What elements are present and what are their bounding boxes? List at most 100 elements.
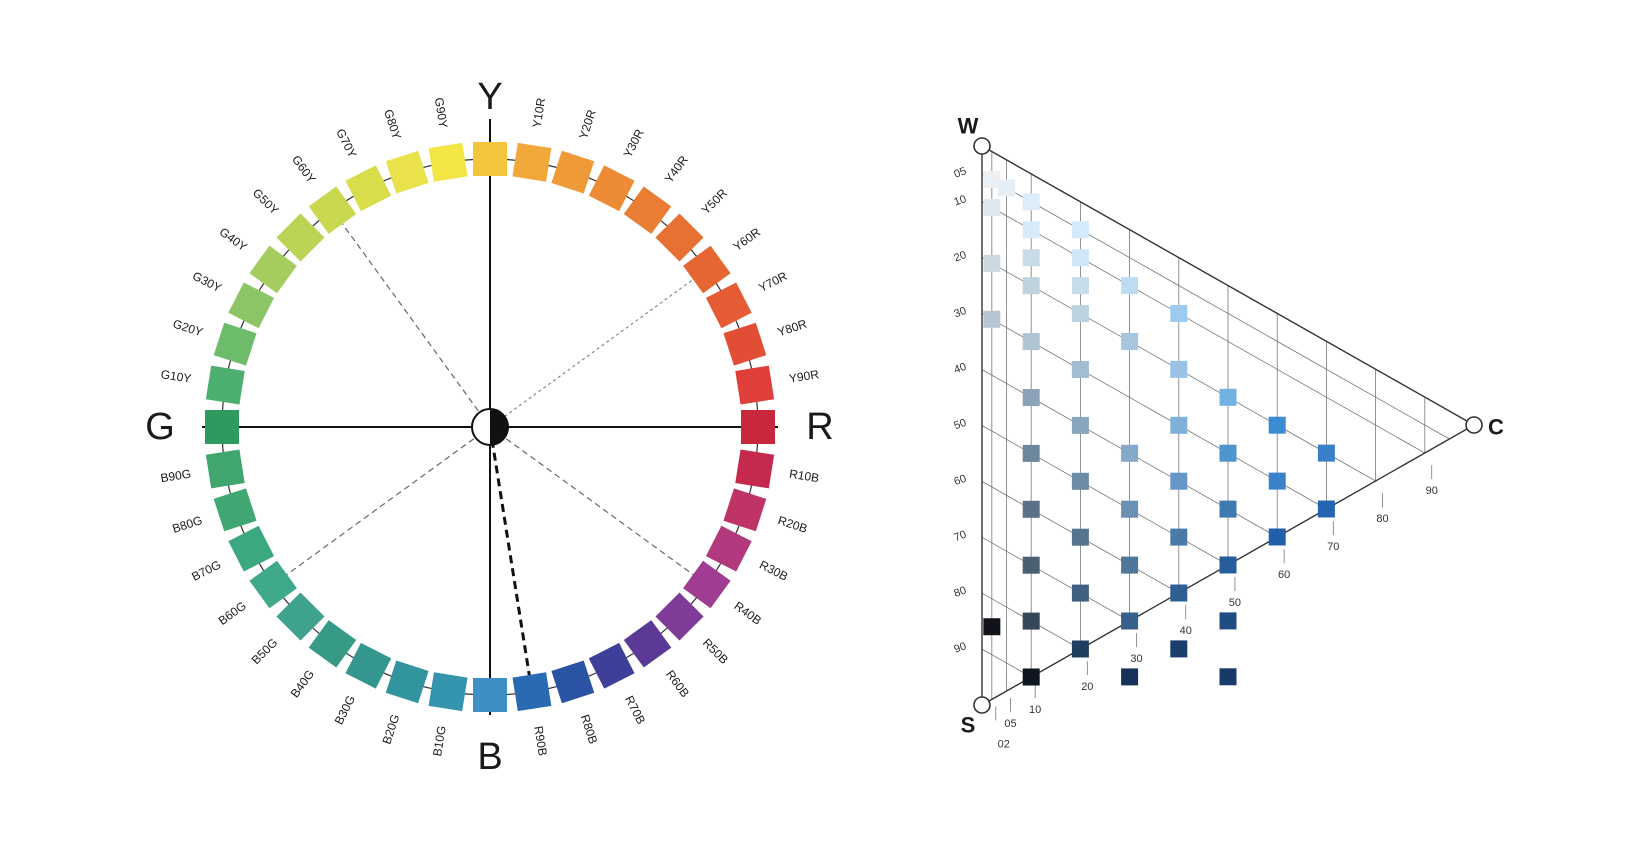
hue-label-b50g: B50G [249,635,281,667]
nuance-swatch [983,310,1001,328]
nuance-swatch [1219,556,1237,574]
nuance-swatch [1071,361,1089,378]
hue-swatch-b [473,678,507,712]
nuance-swatch [1317,500,1335,518]
hue-label-b10g: B10G [430,725,449,757]
chromaticness-tick-10: 10 [1029,704,1041,716]
hue-label-r80b: R80B [578,713,601,746]
hue-label-g30y: G30Y [190,269,224,295]
hue-swatch-y90r [735,365,775,405]
hue-label-r40b: R40B [731,599,764,628]
hue-label-y90r: Y90R [788,367,820,386]
chromaticness-tick-40: 40 [1180,625,1192,637]
grid-black-5 [981,173,1450,440]
corner-label-white: W [958,114,979,139]
hue-label-y60r: Y60R [731,225,764,254]
corner-black [973,696,991,714]
blackness-tick-90: 90 [952,640,968,655]
nuance-swatch [1071,249,1089,267]
hue-label-g40y: G40Y [217,225,250,254]
chromaticness-tick-90: 90 [1426,485,1438,497]
center-half [490,409,508,445]
hue-label-y20r: Y20R [576,108,599,141]
hue-label-r50b: R50B [700,636,731,667]
blackness-tick-30: 30 [952,305,968,320]
nuance-swatch [1022,389,1040,406]
hue-swatch-g60y [308,186,357,234]
blackness-tick-10: 10 [952,193,968,208]
blackness-tick-50: 50 [952,417,968,432]
chromaticness-tick-05: 05 [1004,718,1016,730]
spoke-r40b [489,426,698,578]
nuance-swatch [1071,528,1089,546]
hue-swatch-y50r [655,213,704,262]
nuance-swatch [1022,193,1040,211]
pole-label-b: B [477,736,502,778]
nuance-swatch [1268,416,1286,434]
chromaticness-tick-60: 60 [1278,569,1290,581]
corner-label-black: S [961,713,976,738]
hue-label-r30b: R30B [757,558,790,584]
nuance-swatch [1022,556,1040,574]
chromaticness-tick-20: 20 [1081,681,1093,693]
nuance-swatch [1268,472,1286,490]
hue-swatch-g10y [205,365,245,405]
nuance-swatch [1121,444,1139,462]
nuance-swatch [1071,472,1089,490]
nuance-swatch [1022,333,1040,351]
nuance-swatch [983,198,1001,216]
hue-swatch-b80g [213,488,257,532]
hue-swatch-r20b [723,488,767,532]
hue-label-y80r: Y80R [776,317,809,340]
hue-swatch-b70g [228,525,275,572]
hue-swatch-g70y [345,165,392,212]
nuance-swatch [1170,360,1188,378]
corner-label-chroma: C [1488,415,1504,440]
hue-swatch-y30r [588,165,635,212]
nuance-swatch [1022,249,1040,267]
grid-black-10 [981,201,1425,454]
pole-label-r: R [806,406,833,448]
nuance-swatch [1022,444,1040,462]
hue-swatch-b60g [249,560,297,609]
hue-swatch-y10r [512,142,552,182]
nuance-swatch [998,179,1016,197]
hue-label-r60b: R60B [663,668,692,701]
nuance-swatch [1071,416,1089,434]
nuance-swatch [1071,221,1089,239]
nuance-swatch [1071,277,1089,295]
nuance-swatch [1022,277,1040,295]
nuance-swatch [1219,500,1237,518]
hue-label-y10r: Y10R [530,97,549,129]
blackness-tick-05: 05 [952,165,968,180]
hue-swatch-g30y [228,282,275,329]
pole-label-g: G [145,406,175,448]
hue-label-g70y: G70Y [333,126,359,160]
blackness-tick-80: 80 [952,584,968,599]
nuance-swatch [1219,444,1237,462]
grid-black-50 [981,425,1229,566]
nuance-swatch [1170,472,1188,490]
hue-swatch-b10g [428,672,468,712]
chromaticness-tick-30: 30 [1130,653,1142,665]
nuance-swatch [1022,221,1040,239]
hue-swatch-g80y [385,150,429,194]
hue-swatch-r80b [551,660,595,704]
hue-swatch-r50b [655,592,704,641]
hue-label-r70b: R70B [622,693,648,726]
blackness-tick-70: 70 [952,529,968,544]
hue-swatch-b50g [276,592,325,641]
blackness-tick-20: 20 [952,249,968,264]
hue-swatch-y [473,142,507,176]
hue-swatch-y60r [683,245,731,294]
nuance-swatch [1219,612,1237,630]
hue-label-g90y: G90Y [432,97,451,129]
grid-black-70 [981,536,1130,622]
nuance-triangle: 05 10 20 30 40 50 60 70 80 90 02 05 10 20 30 40 50 60 70 80… [952,114,1504,751]
hue-label-b20g: B20G [380,712,403,746]
nuance-swatch [1170,528,1188,546]
hue-label-r10b: R10B [788,467,820,486]
hue-label-y30r: Y30R [621,126,647,159]
hue-label-b90g: B90G [160,467,192,486]
